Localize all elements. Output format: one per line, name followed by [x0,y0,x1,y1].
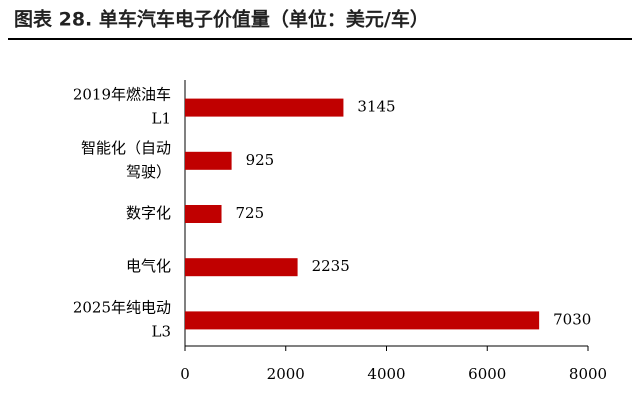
bar [185,205,222,223]
bar [185,98,344,117]
y-tick-label: L3 [151,322,171,340]
value-label: 725 [236,204,265,222]
y-tick-label: 2019年燃油车 [73,86,171,104]
y-tick-label: 电气化 [126,257,171,275]
bar [185,258,298,277]
value-label: 2235 [312,257,350,275]
value-label: 925 [246,151,275,169]
y-tick-label: L1 [151,110,171,128]
value-label: 7030 [553,310,591,328]
value-label: 3145 [357,98,395,116]
x-tick-label: 4000 [367,365,405,383]
y-tick-label: 驾驶） [126,163,171,181]
y-tick-label: 智能化（自动 [81,139,171,157]
x-tick-label: 0 [180,365,190,383]
y-tick-label: 数字化 [126,204,171,222]
x-tick-label: 6000 [468,365,506,383]
chart-title: 图表 28. 单车汽车电子价值量（单位：美元/车） [14,8,429,31]
x-tick-label: 2000 [267,365,305,383]
x-tick-label: 8000 [569,365,607,383]
bar [185,311,540,330]
y-tick-label: 2025年纯电动 [73,298,171,316]
bar [185,151,232,170]
